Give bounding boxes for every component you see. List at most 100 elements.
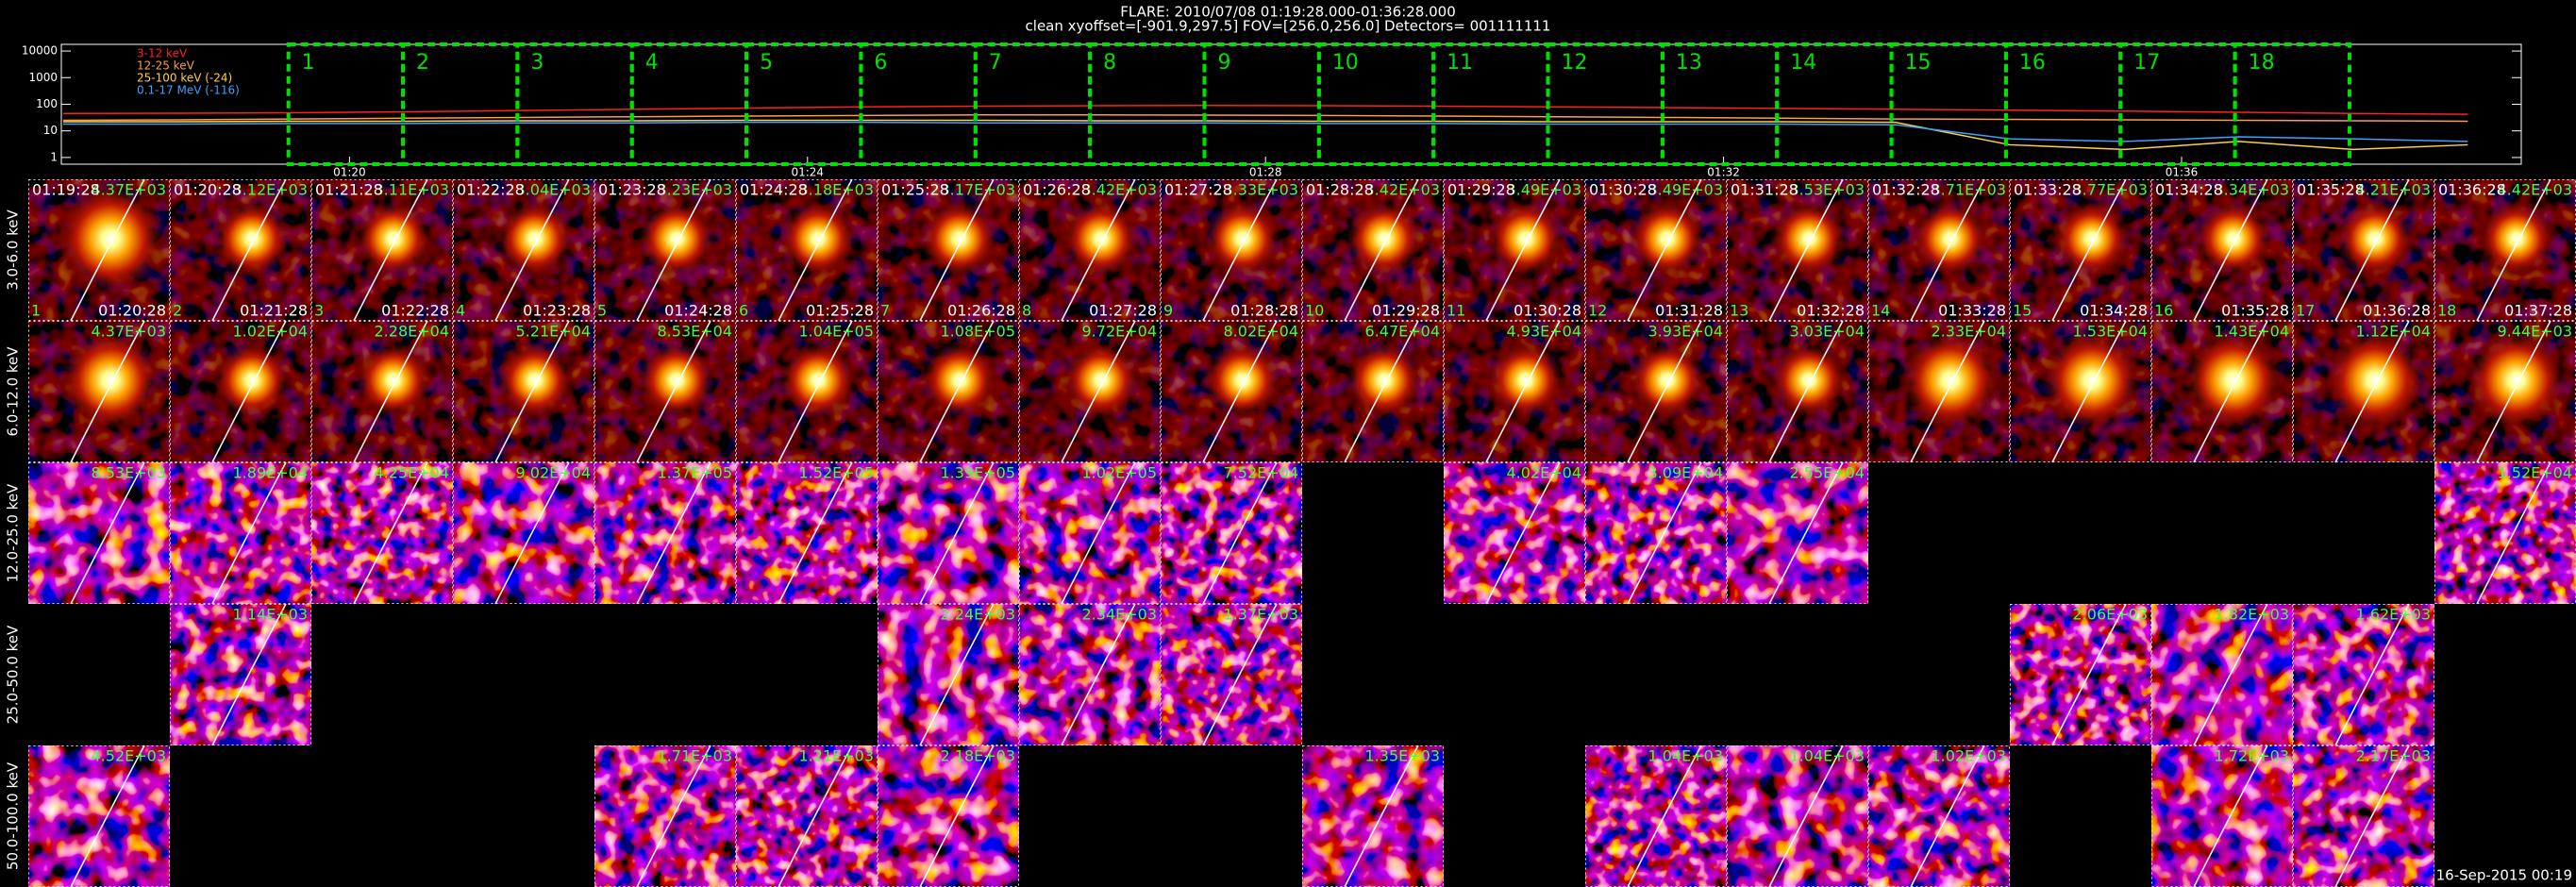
peak-value: 1.21E+03 xyxy=(799,747,875,765)
panel-noise xyxy=(2293,604,2434,745)
panel-border xyxy=(1727,745,1868,887)
peak-value: 3.23E+03 xyxy=(658,181,733,199)
interval-label: 11 xyxy=(1447,51,1473,75)
panel-border xyxy=(1019,462,1161,604)
solar-limb xyxy=(2193,603,2268,746)
image-panel: 1.08E+05 xyxy=(878,320,1019,463)
panel-border xyxy=(1868,321,2010,462)
source-blob xyxy=(778,199,858,278)
source-blob xyxy=(59,328,162,432)
image-panel: 1.62E+03 xyxy=(2293,603,2434,746)
solar-limb xyxy=(1768,745,1844,887)
peak-value: 2.06E+03 xyxy=(2073,606,2149,624)
solar-limb xyxy=(211,320,287,463)
solar-limb xyxy=(2476,461,2551,605)
panel-border xyxy=(1868,745,2010,887)
source-blob xyxy=(1899,328,2002,432)
panel-noise xyxy=(594,745,736,887)
solar-limb xyxy=(778,745,853,887)
end-time: 01:27:28 xyxy=(1089,302,1157,320)
image-panel: 2.24E+03 xyxy=(878,603,1019,746)
solar-limb xyxy=(494,461,570,605)
panel-noise xyxy=(878,745,1019,887)
source-blob xyxy=(1203,341,1282,420)
source-blob xyxy=(2040,328,2144,432)
panel-border xyxy=(736,462,878,604)
image-panel: 1.52E+04 xyxy=(2434,461,2576,605)
start-time: 01:20:28 xyxy=(174,181,242,199)
solar-limb xyxy=(1061,461,1136,605)
solar-limb xyxy=(353,320,428,463)
start-time: 01:32:28 xyxy=(1872,181,1940,199)
panel-noise xyxy=(28,462,170,604)
solar-limb xyxy=(2334,603,2410,746)
image-panel: 1.52E+05 xyxy=(736,461,878,605)
solar-limb xyxy=(70,178,145,322)
panel-border xyxy=(311,179,453,321)
peak-value: 9.02E+04 xyxy=(516,464,592,482)
solar-limb xyxy=(2334,320,2410,463)
image-panel: 1.04E+03 xyxy=(1585,745,1727,887)
source-blob xyxy=(1062,199,1141,278)
peak-value: 1.39E+05 xyxy=(941,464,1016,482)
peak-value: 1.52E+04 xyxy=(2498,464,2573,482)
solar-limb xyxy=(353,461,428,605)
solar-limb xyxy=(1485,178,1561,322)
source-blob xyxy=(354,199,433,278)
panel-border xyxy=(2293,321,2434,462)
image-panel: 1.71E+03 xyxy=(594,745,736,887)
legend-entry: 25-100 keV (-24) xyxy=(137,72,232,85)
panel-noise xyxy=(1019,462,1161,604)
interval-index: 5 xyxy=(597,302,607,320)
interval-label: 5 xyxy=(760,51,773,75)
source-blob xyxy=(1062,341,1141,420)
interval-index: 16 xyxy=(2154,302,2173,320)
peak-value: 4.52E+03 xyxy=(92,747,167,765)
title: FLARE: 2010/07/08 01:19:28.000-01:36:28.… xyxy=(1120,4,1455,21)
interval-index: 9 xyxy=(1163,302,1173,320)
end-time: 01:33:28 xyxy=(1938,302,2006,320)
start-time: 01:34:28 xyxy=(2155,181,2223,199)
solar-limb xyxy=(1910,178,1985,322)
peak-value: 6.47E+04 xyxy=(1365,323,1441,341)
solar-limb xyxy=(1768,178,1844,322)
peak-value: 3.77E+03 xyxy=(2073,181,2149,199)
image-panel: 2.28E+04 xyxy=(311,320,453,463)
interval-label: 12 xyxy=(1562,51,1588,75)
end-time: 01:28:28 xyxy=(1230,302,1298,320)
image-panel: 4.25E+04 xyxy=(311,461,453,605)
image-panel: 2.18E+03 xyxy=(878,745,1019,887)
interval-index: 14 xyxy=(1871,302,1890,320)
source-blob xyxy=(495,199,575,278)
source-blob xyxy=(2477,199,2556,278)
peak-value: 1.43E+04 xyxy=(2215,323,2290,341)
image-panel: 1.12E+04 xyxy=(2293,320,2434,463)
start-time: 01:31:28 xyxy=(1731,181,1798,199)
solar-limb xyxy=(1768,320,1844,463)
end-time: 01:30:28 xyxy=(1514,302,1581,320)
solar-limb xyxy=(353,178,428,322)
solar-limb xyxy=(919,603,995,746)
source-blob xyxy=(1486,341,1565,420)
solar-limb xyxy=(636,178,711,322)
end-time: 01:37:28 xyxy=(2504,302,2572,320)
interval-label: 17 xyxy=(2133,51,2160,75)
panel-noise xyxy=(1868,745,2010,887)
panel-border xyxy=(2151,179,2293,321)
solar-limb xyxy=(2476,178,2551,322)
interval-label: 14 xyxy=(1790,51,1816,75)
solar-limb xyxy=(1485,461,1561,605)
end-time: 01:26:28 xyxy=(947,302,1015,320)
panel-noise xyxy=(1161,604,1302,745)
y-tick-label: 1000 xyxy=(28,71,58,84)
source-blob xyxy=(1345,341,1424,420)
panel-border xyxy=(1727,179,1868,321)
interval-label: 7 xyxy=(989,51,1002,75)
